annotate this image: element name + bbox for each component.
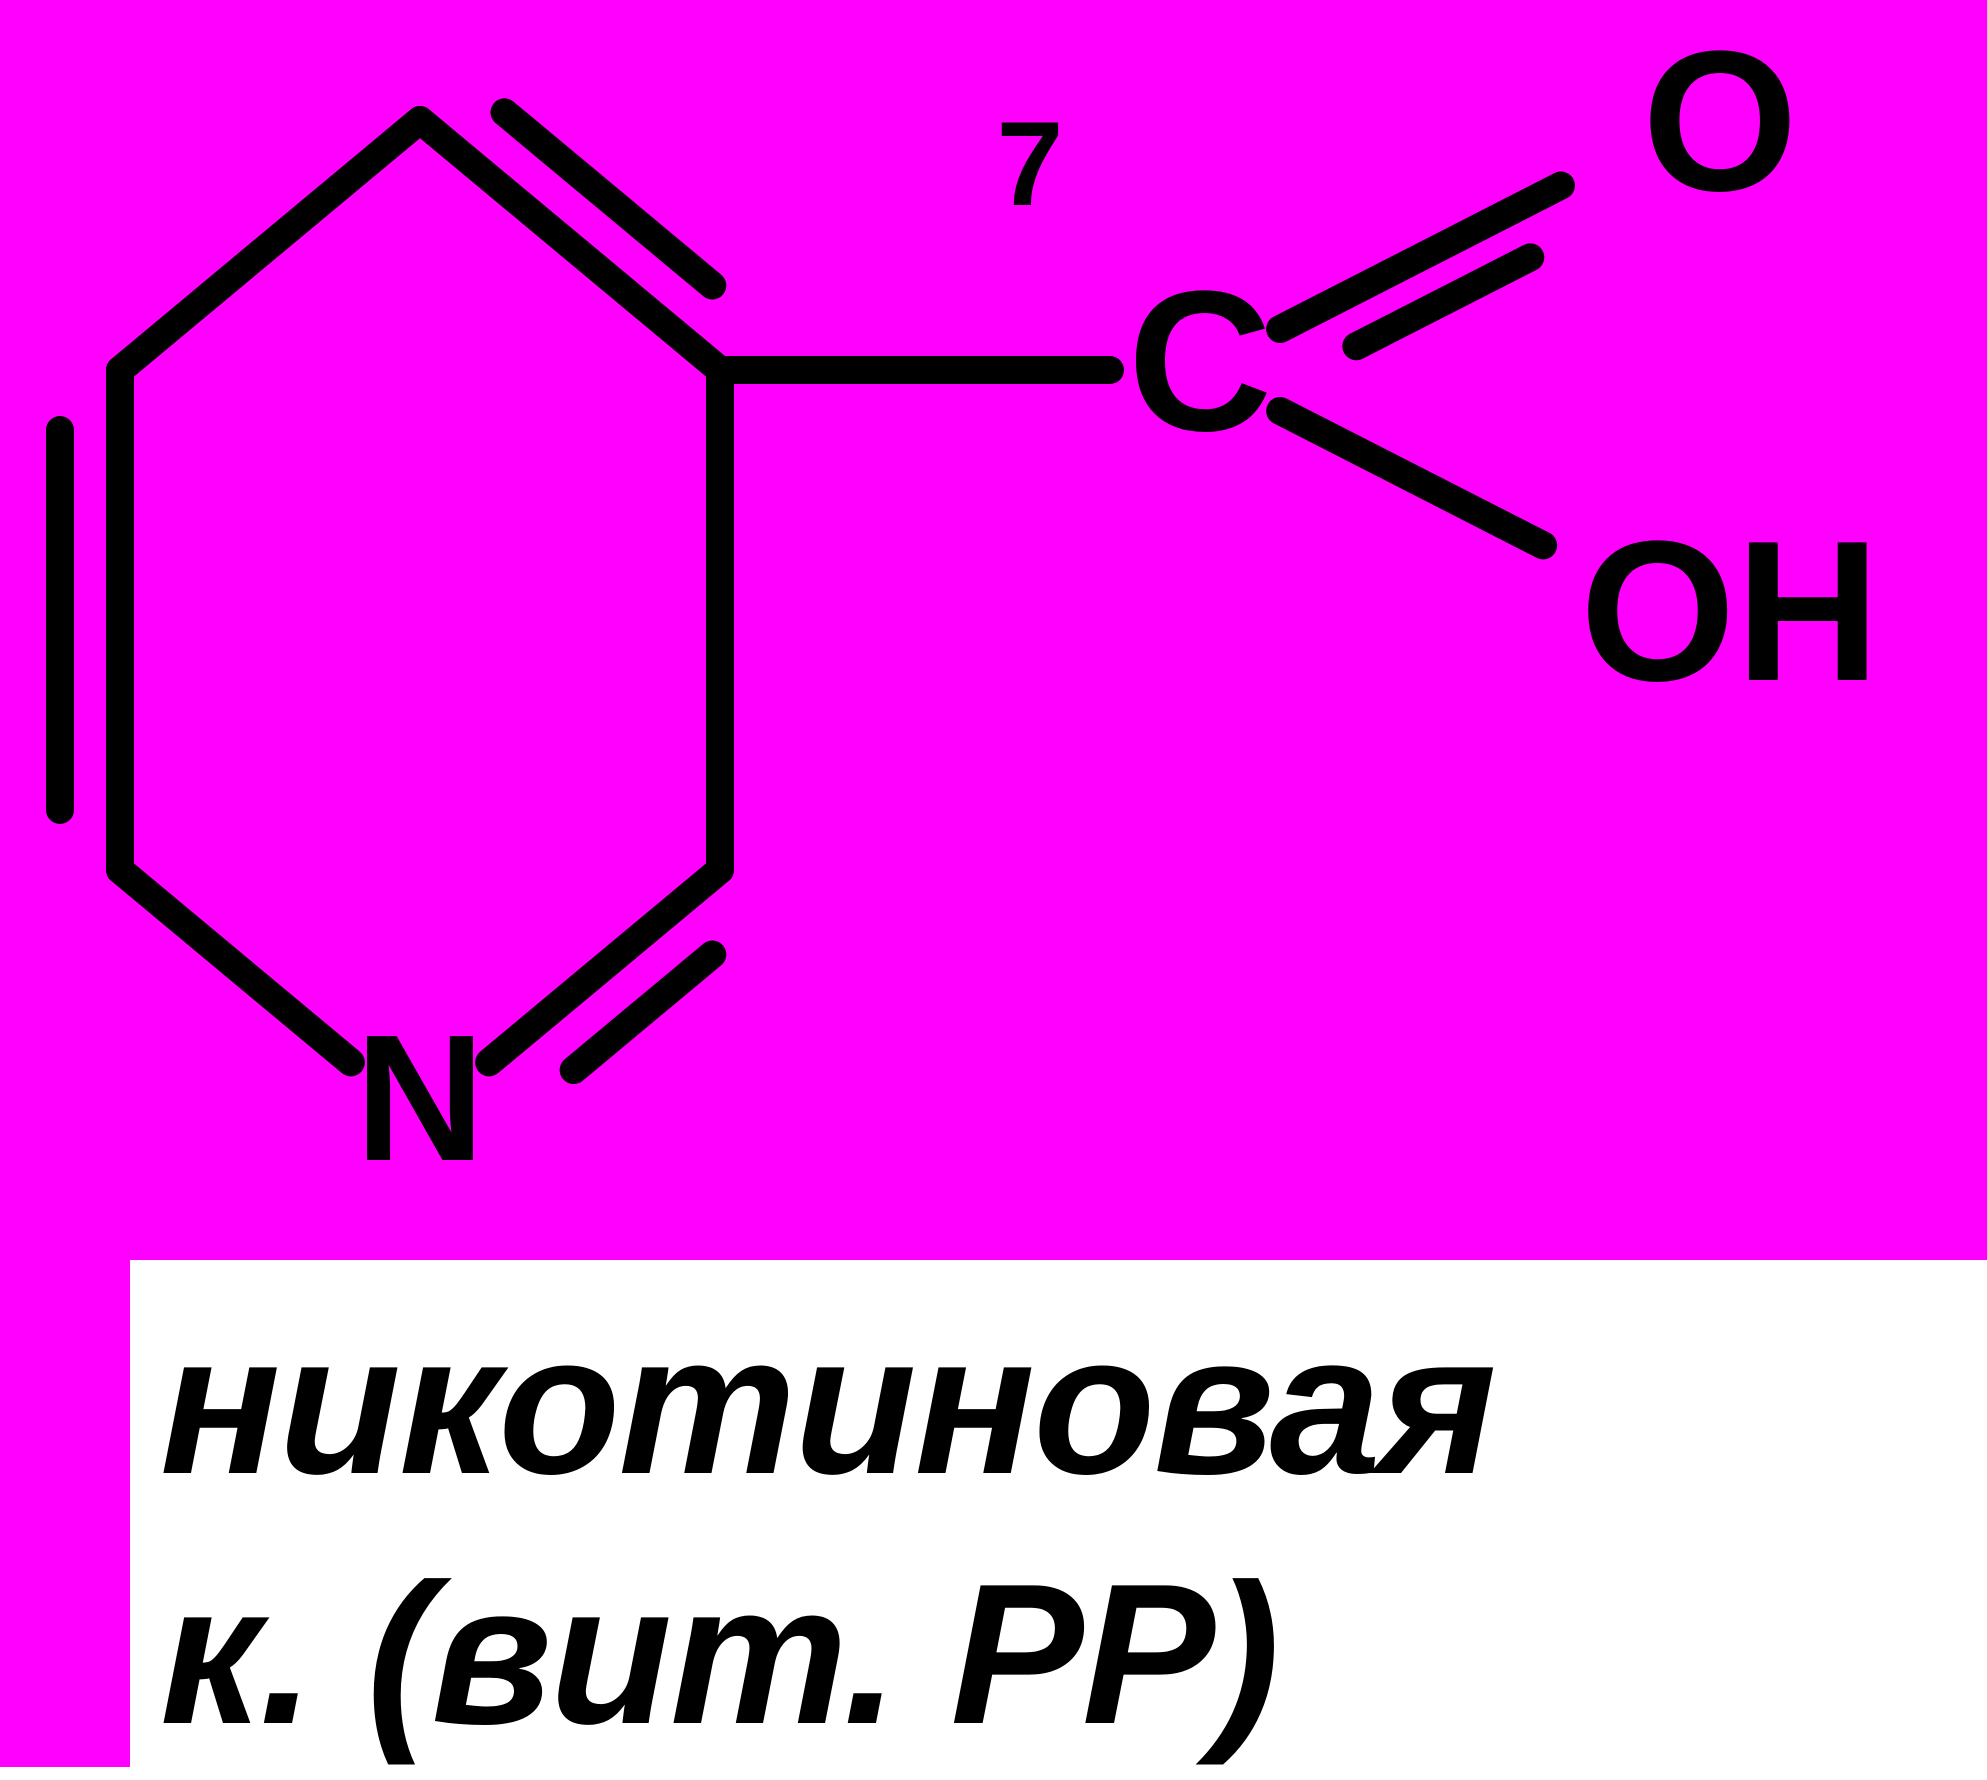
- atom-label-OH: OH: [1580, 500, 1880, 723]
- caption-line1: никотиновая: [160, 1293, 1495, 1516]
- atom-label-C: C: [1128, 250, 1272, 473]
- atom-label-O: O: [1642, 10, 1798, 233]
- caption-line2: к. (вит. РР): [160, 1543, 1278, 1766]
- caption-box: никотиновая к. (вит. РР): [130, 1260, 1987, 1767]
- caption-text: никотиновая к. (вит. РР): [160, 1280, 1987, 1780]
- atom-label-seven: 7: [997, 97, 1064, 231]
- atom-label-N: N: [355, 998, 485, 1199]
